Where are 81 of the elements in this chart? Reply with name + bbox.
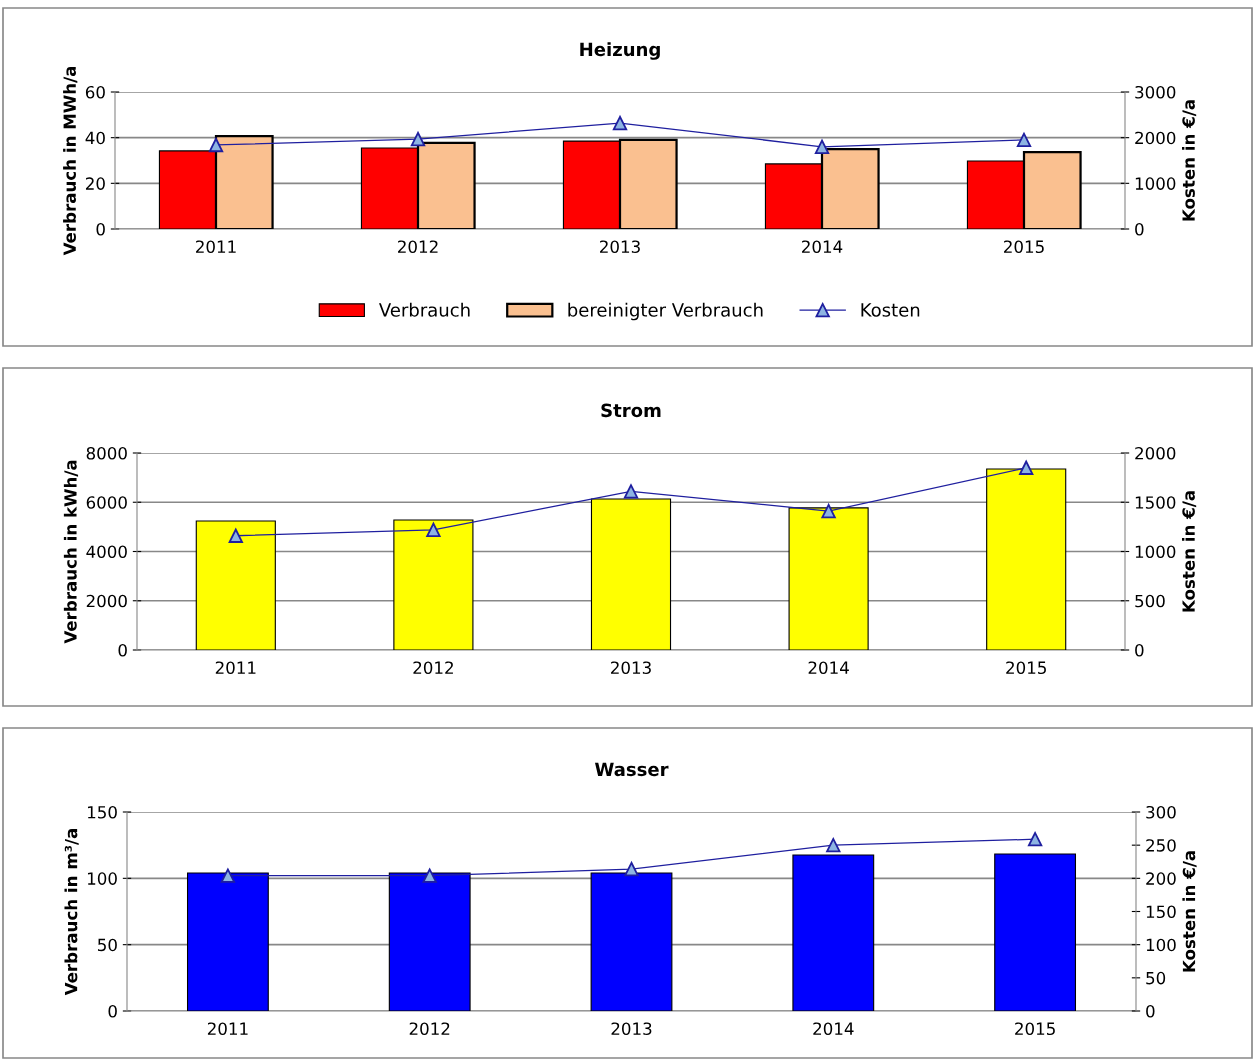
point bbox=[1019, 460, 1034, 475]
point bbox=[1027, 832, 1043, 847]
x-tick-label: 2012 bbox=[409, 1022, 450, 1036]
y-axis-title: Verbrauch in m³/a bbox=[64, 828, 79, 996]
bar bbox=[994, 853, 1077, 1011]
point bbox=[220, 868, 236, 883]
x-tick-label: 2015 bbox=[1006, 661, 1046, 675]
bar bbox=[388, 872, 471, 1011]
y-tick-label: 4000 bbox=[86, 545, 127, 559]
y2-tick-label: 100 bbox=[1146, 938, 1176, 952]
chart-title: Strom bbox=[601, 403, 661, 418]
y2-tick-label: 150 bbox=[1146, 905, 1176, 919]
y-axis-title: Verbrauch in MWh/a bbox=[63, 66, 78, 256]
x-tick-label: 2011 bbox=[207, 1022, 248, 1036]
point bbox=[826, 838, 841, 853]
y2-tick-label: 2000 bbox=[1135, 446, 1176, 460]
point bbox=[410, 131, 426, 147]
x-tick-label: 2011 bbox=[196, 240, 236, 254]
y-tick-label: 0 bbox=[108, 1004, 117, 1018]
point bbox=[208, 137, 224, 153]
x-tick-label: 2015 bbox=[1004, 240, 1044, 254]
point bbox=[814, 139, 830, 154]
bar bbox=[590, 498, 672, 650]
y-tick-label: 20 bbox=[85, 177, 105, 190]
y-axis-title: Verbrauch in kWh/a bbox=[63, 460, 79, 644]
y-tick-label: 6000 bbox=[86, 496, 127, 509]
point bbox=[623, 484, 639, 499]
x-tick-label: 2015 bbox=[1015, 1022, 1055, 1036]
point bbox=[228, 528, 243, 543]
legend-label: Kosten bbox=[861, 303, 920, 317]
y2-axis-title: Kosten in €/a bbox=[1182, 491, 1197, 612]
y2-tick-label: 1500 bbox=[1135, 496, 1176, 509]
bar bbox=[986, 468, 1067, 650]
x-tick-label: 2012 bbox=[413, 661, 453, 675]
y2-tick-label: 50 bbox=[1146, 971, 1166, 985]
y2-axis-title: Kosten in €/a bbox=[1182, 851, 1197, 972]
legend-label: bereinigter Verbrauch bbox=[568, 302, 763, 321]
bar bbox=[393, 519, 474, 650]
y-tick-label: 50 bbox=[98, 938, 117, 952]
x-tick-label: 2013 bbox=[600, 240, 640, 254]
y-tick-label: 8000 bbox=[86, 446, 127, 460]
y2-tick-label: 200 bbox=[1146, 872, 1176, 885]
y2-tick-label: 2000 bbox=[1135, 131, 1176, 145]
y2-tick-label: 300 bbox=[1146, 805, 1176, 819]
y2-tick-label: 0 bbox=[1135, 222, 1144, 236]
point bbox=[624, 861, 639, 877]
x-tick-label: 2011 bbox=[215, 661, 256, 675]
x-tick-label: 2014 bbox=[802, 240, 843, 254]
y-tick-label: 0 bbox=[118, 643, 127, 657]
y-tick-label: 150 bbox=[87, 805, 117, 819]
y2-tick-label: 1000 bbox=[1135, 545, 1176, 559]
bar bbox=[792, 854, 875, 1011]
x-tick-label: 2013 bbox=[611, 661, 651, 675]
point bbox=[426, 522, 441, 537]
y-tick-label: 0 bbox=[96, 222, 105, 236]
y-tick-label: 60 bbox=[85, 85, 105, 99]
y-tick-label: 40 bbox=[85, 131, 105, 145]
y2-tick-label: 3000 bbox=[1135, 85, 1176, 99]
x-tick-label: 2014 bbox=[813, 1022, 854, 1036]
y2-axis-title: Kosten in €/a bbox=[1182, 100, 1197, 221]
point bbox=[612, 115, 628, 131]
point bbox=[1016, 132, 1032, 148]
x-tick-label: 2014 bbox=[808, 661, 849, 675]
x-tick-label: 2013 bbox=[611, 1022, 652, 1036]
bar bbox=[788, 507, 869, 650]
bar bbox=[195, 520, 276, 650]
y2-tick-label: 1000 bbox=[1135, 177, 1176, 190]
point bbox=[821, 503, 836, 519]
y2-tick-label: 0 bbox=[1146, 1004, 1155, 1018]
point bbox=[422, 868, 437, 883]
chart-title: Wasser bbox=[595, 762, 669, 777]
x-tick-label: 2012 bbox=[398, 240, 438, 254]
bar bbox=[186, 872, 269, 1011]
y2-tick-label: 500 bbox=[1135, 594, 1165, 608]
chart-title: Heizung bbox=[580, 42, 660, 60]
y-tick-label: 100 bbox=[87, 872, 117, 885]
y-tick-label: 2000 bbox=[86, 594, 127, 608]
legend-label: Verbrauch bbox=[378, 302, 470, 317]
y2-tick-label: 250 bbox=[1146, 839, 1176, 852]
y2-tick-label: 0 bbox=[1135, 643, 1144, 657]
bar bbox=[590, 872, 673, 1011]
